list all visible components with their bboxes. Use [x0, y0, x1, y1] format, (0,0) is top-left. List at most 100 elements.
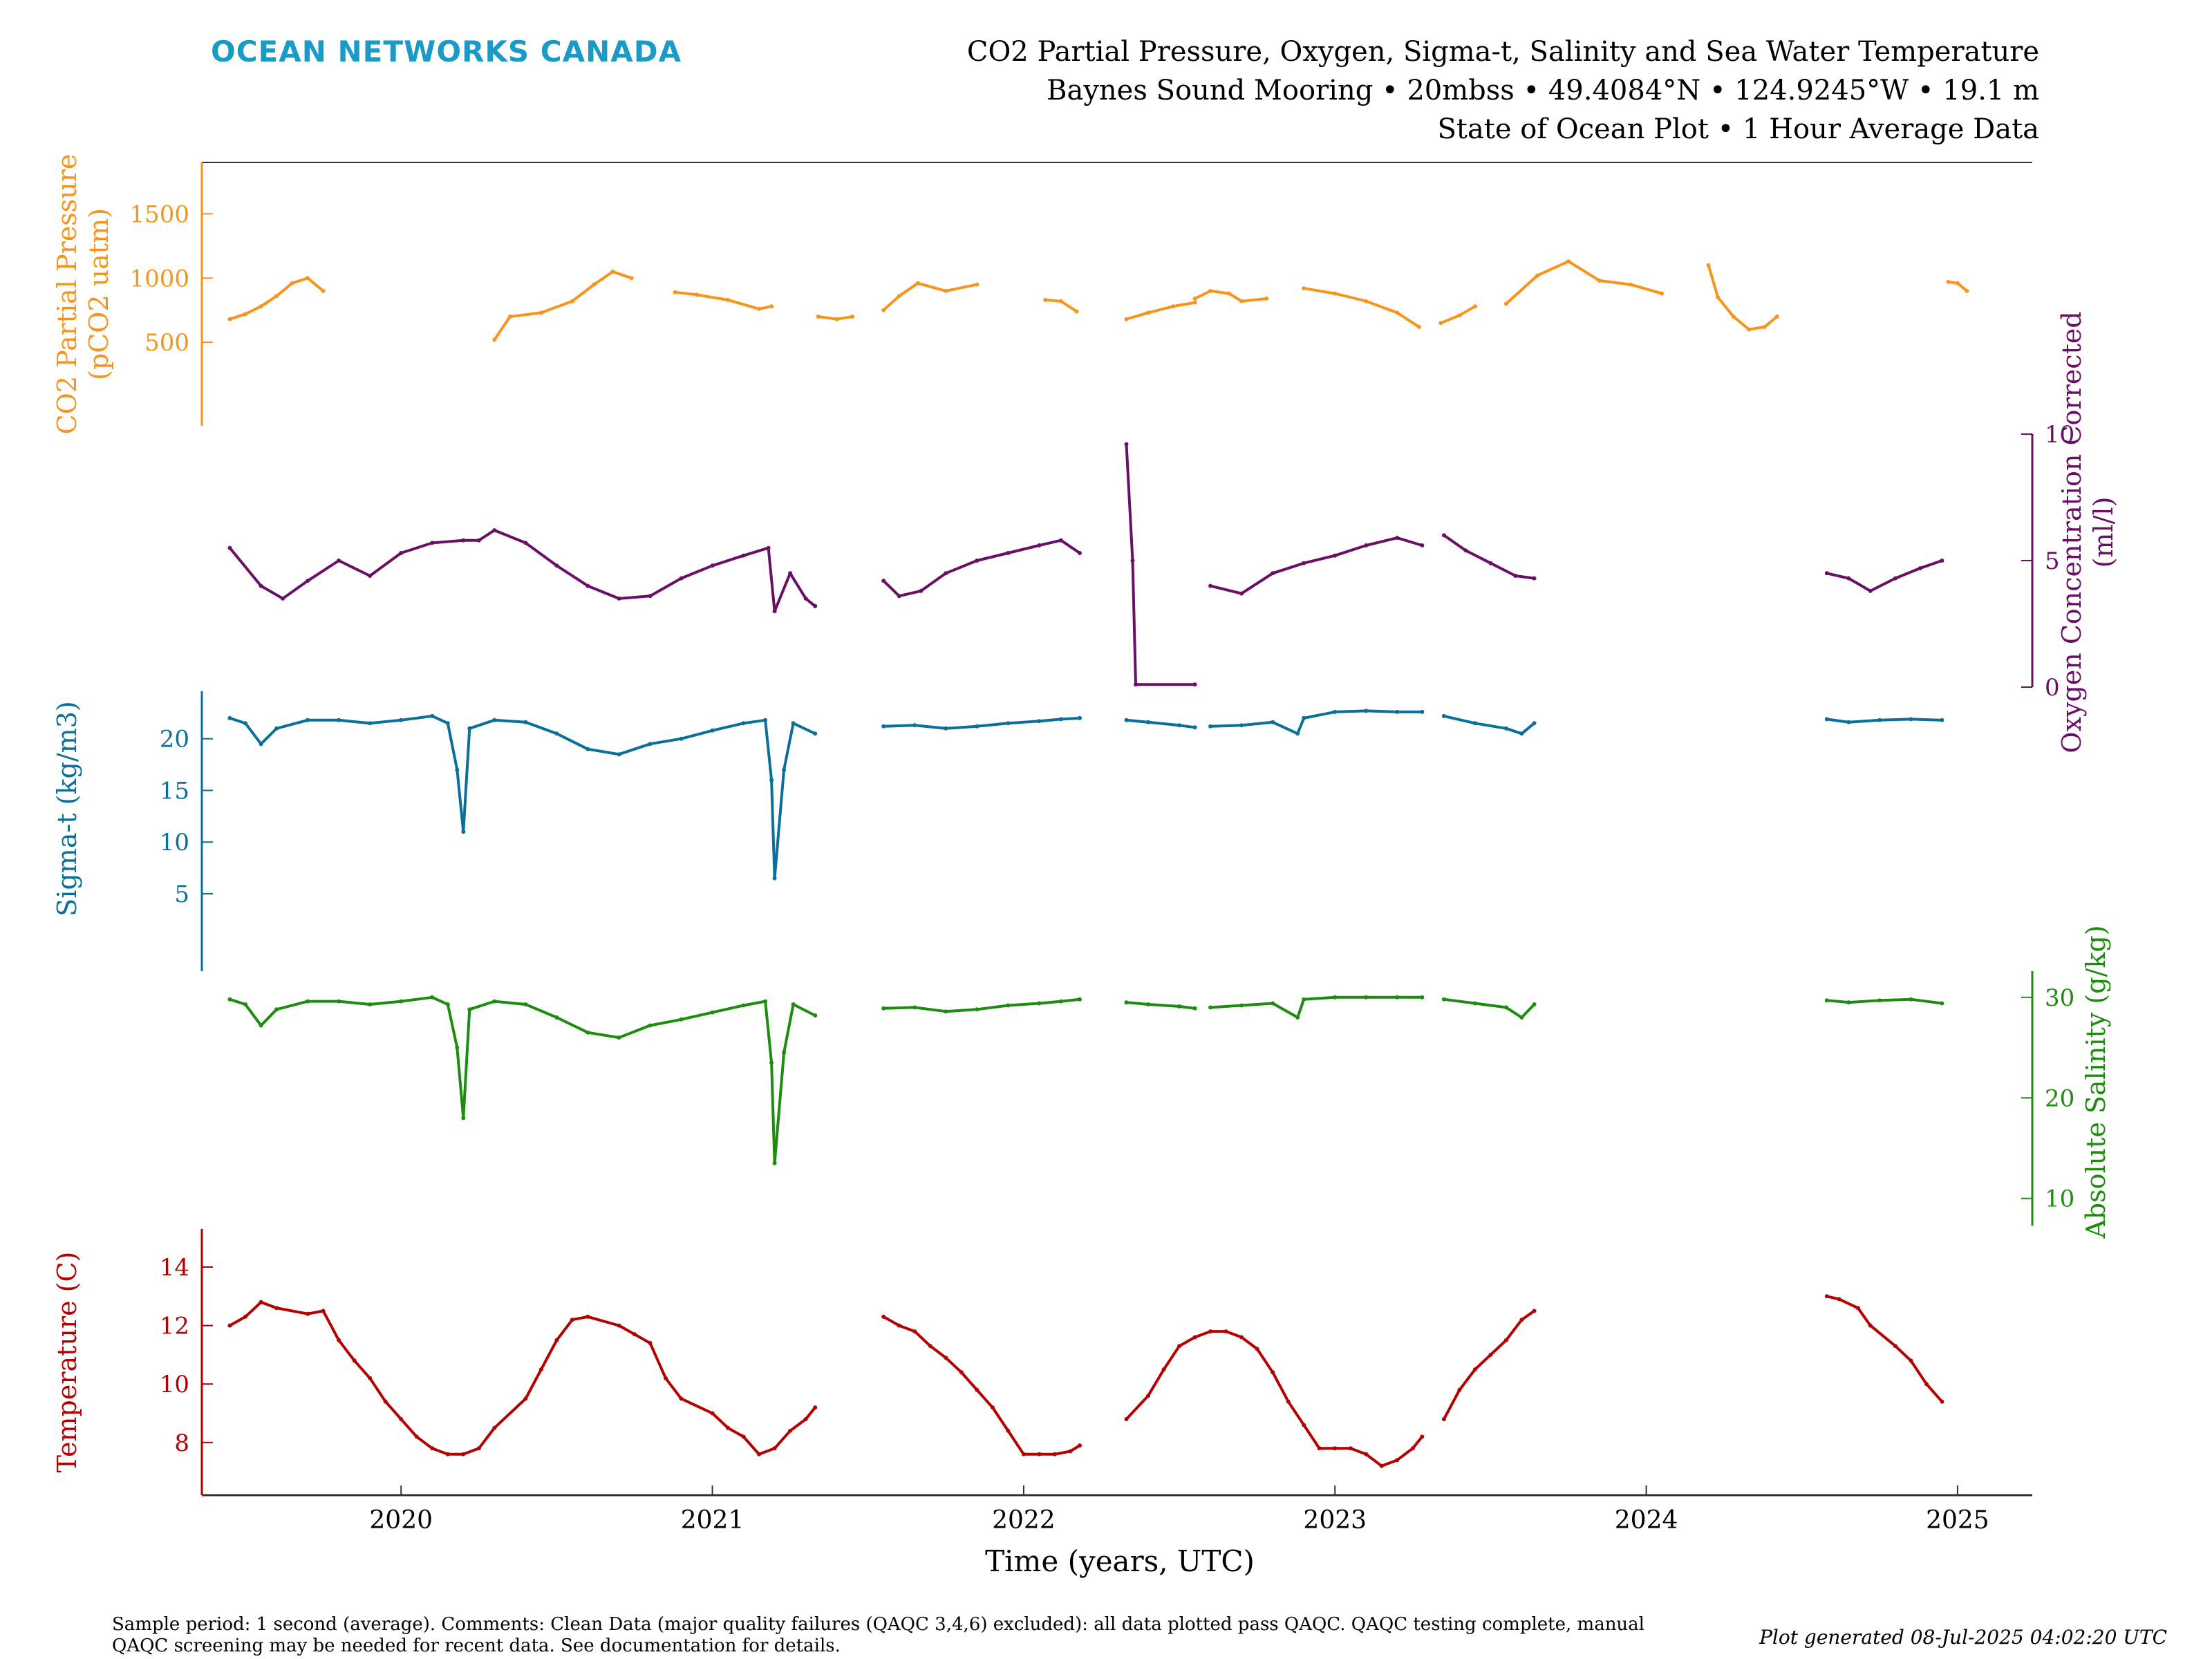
salinity-data-point [461, 1116, 466, 1121]
co2-data-point [726, 297, 731, 302]
sigma-series-line [1443, 714, 1535, 735]
co2-axis-title: CO2 Partial Pressure [52, 154, 82, 435]
oxygen-data-point [1124, 442, 1129, 447]
co2-data-point [1227, 291, 1232, 296]
sigma-data-point [791, 721, 796, 726]
temperature-data-point [1519, 1318, 1524, 1322]
co2-tick-label: 1000 [129, 265, 189, 292]
sigma-data-point [259, 742, 263, 747]
oxygen-data-point [813, 603, 818, 608]
temperature-data-point [1837, 1297, 1841, 1302]
co2-data-point [1747, 327, 1752, 332]
temperature-data-point [1855, 1306, 1860, 1311]
salinity-data-point [523, 1002, 528, 1006]
salinity-data-point [259, 1023, 263, 1028]
oxygen-data-point [1532, 576, 1537, 581]
temperature-data-point [1457, 1387, 1462, 1392]
sigma-data-point [617, 752, 621, 757]
sigma-data-point [430, 713, 435, 718]
oxygen-data-point [430, 541, 435, 545]
temperature-data-point [1021, 1452, 1026, 1456]
salinity-data-point [782, 1050, 787, 1055]
footer-comment-line1: Sample period: 1 second (average). Comme… [112, 1614, 1644, 1635]
temperature-data-point [1255, 1347, 1259, 1351]
co2-data-point [629, 276, 634, 281]
salinity-data-point [1940, 1001, 1944, 1006]
co2-data-point [610, 270, 615, 274]
oxygen-data-point [1037, 543, 1042, 547]
co2-data-point [1171, 304, 1176, 309]
co2-data-point [1146, 310, 1150, 315]
co2-data-point [538, 310, 543, 315]
co2-data-point [769, 304, 774, 309]
sigma-axis-title: Sigma-t (kg/m3) [52, 701, 82, 916]
salinity-data-point [1177, 1004, 1182, 1009]
salinity-data-point [1302, 997, 1306, 1002]
temperature-data-point [788, 1428, 793, 1433]
temperature-tick-label: 8 [174, 1430, 189, 1457]
oxygen-axis-title: Oxygen Concentration Corrected [2056, 311, 2087, 753]
temperature-data-point [741, 1434, 746, 1439]
temperature-data-point [1410, 1446, 1415, 1451]
x-tick-label: 2022 [992, 1506, 1056, 1535]
oxygen-data-point [772, 609, 777, 614]
salinity-data-point [1364, 995, 1369, 1000]
salinity-data-point [492, 999, 497, 1004]
salinity-series-line [883, 997, 1080, 1013]
salinity-tick-label: 30 [2045, 984, 2074, 1012]
sigma-data-point [274, 726, 279, 731]
temperature-data-point [1909, 1358, 1913, 1363]
salinity-series-line [1443, 997, 1535, 1019]
temperature-data-point [803, 1417, 808, 1421]
oxygen-data-point [461, 538, 466, 543]
temperature-axis-title: Temperature (C) [52, 1252, 82, 1473]
salinity-data-point [1192, 1006, 1197, 1011]
salinity-data-point [1420, 995, 1425, 1000]
oxygen-series-line [882, 538, 1081, 598]
co2-data-point [1058, 299, 1063, 303]
salinity-data-point [813, 1013, 818, 1018]
temperature-data-point [726, 1425, 731, 1430]
temperature-data-point [1940, 1399, 1944, 1404]
salinity-data-point [763, 999, 768, 1004]
temperature-data-point [538, 1367, 543, 1372]
temperature-tick-label: 12 [160, 1313, 189, 1340]
salinity-data-point [1395, 995, 1400, 1000]
temperature-series-line [1826, 1295, 1943, 1403]
salinity-series-line [229, 995, 816, 1165]
co2-series-line [493, 270, 632, 341]
plot-generated-timestamp: Plot generated 08-Jul-2025 04:02:20 UTC [1759, 1626, 2167, 1649]
sigma-data-point [679, 736, 684, 741]
sigma-data-point [1909, 717, 1913, 722]
sigma-data-point [648, 742, 653, 747]
oxygen-axis-label: Oxygen Concentration Corrected (ml/l) [2056, 311, 2119, 753]
co2-data-point [274, 294, 279, 299]
sigma-data-point [1503, 726, 1508, 731]
oxygen-data-point [227, 545, 232, 550]
sigma-data-point [1177, 723, 1182, 728]
oxygen-data-point [1893, 576, 1897, 581]
co2-data-point [1043, 297, 1048, 302]
salinity-data-point [912, 1005, 917, 1010]
sigma-data-point [368, 721, 373, 726]
salinity-axis-title: Absolute Salinity (g/kg) [2081, 925, 2111, 1239]
temperature-data-point [1395, 1458, 1400, 1463]
oxygen-data-point [1868, 588, 1873, 593]
salinity-data-point [1909, 997, 1913, 1002]
temperature-data-point [1192, 1335, 1197, 1340]
co2-data-point [1955, 281, 1960, 285]
salinity-data-point [1824, 998, 1829, 1003]
co2-data-point [507, 315, 512, 319]
temperature-tick-label: 10 [160, 1371, 189, 1398]
oxygen-data-point [1918, 566, 1922, 570]
oxygen-data-point [1006, 551, 1011, 555]
sigma-data-point [1006, 721, 1011, 726]
salinity-data-point [769, 1060, 774, 1065]
oxygen-data-point [306, 579, 310, 583]
sigma-data-point [772, 876, 777, 881]
temperature-data-point [757, 1452, 762, 1456]
sigma-tick-label: 20 [160, 726, 189, 753]
oxygen-data-point [1208, 583, 1213, 588]
salinity-data-point [648, 1023, 653, 1028]
